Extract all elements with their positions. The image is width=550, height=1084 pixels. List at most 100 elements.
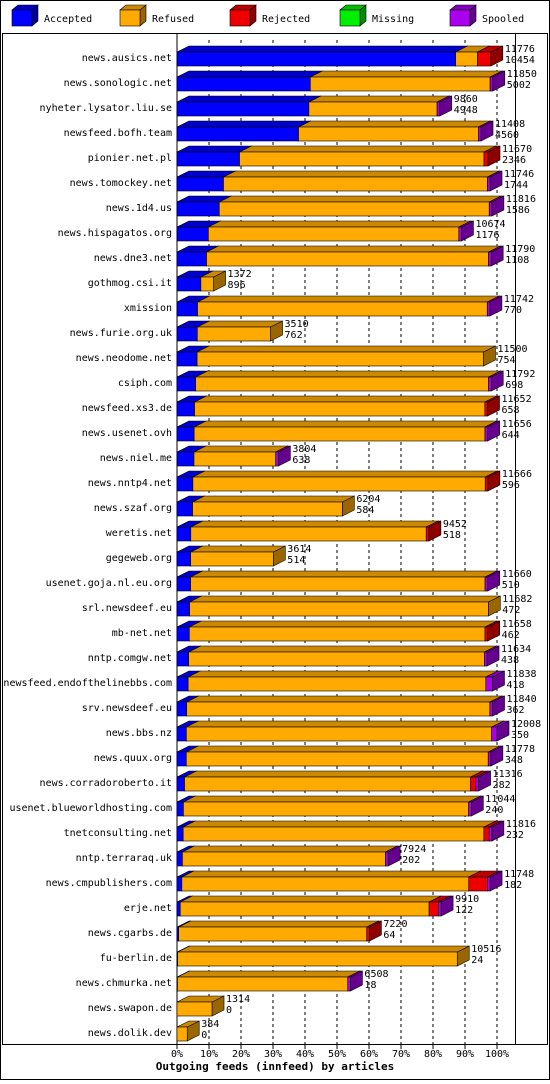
bar-segment [183, 796, 480, 816]
bar [197, 352, 483, 366]
bar-face [178, 946, 470, 952]
bar-segment [191, 571, 497, 591]
accepted-label: 282 [493, 780, 511, 791]
category-label: srl.newsdeef.eu [82, 603, 172, 614]
bar-face [177, 971, 359, 977]
accepted-label: 1108 [505, 255, 529, 266]
bar [367, 927, 370, 941]
bar-face [183, 821, 496, 827]
legend-box [12, 10, 32, 26]
x-tick-label: 40% [296, 1049, 314, 1060]
bar [191, 527, 426, 541]
bar [177, 577, 191, 591]
bar [276, 452, 279, 466]
bar-face [177, 46, 468, 52]
category-label: news.neodome.net [76, 353, 172, 364]
bar-face [198, 296, 500, 302]
accepted-label: 350 [511, 730, 529, 741]
accepted-label: 762 [285, 330, 303, 341]
bar-segment [219, 196, 501, 216]
accepted-label: 658 [502, 405, 520, 416]
bar [177, 702, 187, 716]
bar-face [310, 71, 502, 77]
bar-face [177, 71, 322, 77]
bar [177, 102, 309, 116]
accepted-label: 2346 [502, 155, 526, 166]
category-label: news.tomockey.net [70, 178, 172, 189]
total-label: 11670 [502, 144, 532, 155]
bar [198, 302, 488, 316]
total-label: 3614 [287, 544, 311, 555]
bar [180, 902, 429, 916]
total-label: 11748 [504, 869, 534, 880]
total-label: 11790 [505, 244, 535, 255]
bar [438, 902, 441, 916]
bar [208, 227, 458, 241]
total-label: 11838 [506, 669, 536, 680]
bar [177, 877, 182, 891]
bar-face [197, 321, 282, 327]
bar-segment [194, 446, 288, 466]
bar [478, 127, 481, 141]
bar-segment [187, 696, 502, 716]
bar [485, 427, 488, 441]
category-label: csiph.com [118, 378, 172, 389]
accepted-label: 518 [443, 530, 461, 541]
accepted-label: 754 [497, 355, 515, 366]
accepted-label: 0 [201, 1030, 207, 1041]
bar-face [188, 671, 498, 677]
accepted-label: 182 [504, 880, 522, 891]
bar-face [223, 171, 499, 177]
bar-segment [309, 96, 449, 116]
bar [487, 877, 490, 891]
category-label: newsfeed.xs3.de [82, 403, 172, 414]
total-label: 10516 [471, 944, 501, 955]
legend-label: Rejected [262, 14, 310, 25]
bar-segment [177, 71, 322, 91]
x-tick-label: 10% [200, 1049, 218, 1060]
bar [177, 477, 193, 491]
bar [182, 852, 385, 866]
category-label: news.usenet.ovh [82, 428, 172, 439]
bar [177, 77, 310, 91]
x-tick-label: 100% [485, 1049, 509, 1060]
bar [471, 777, 476, 791]
category-label: news.quux.org [94, 753, 172, 764]
axis-title: Outgoing feeds (innfeed) by articles [156, 1060, 394, 1073]
bar [459, 227, 462, 241]
x-tick-label: 30% [264, 1049, 282, 1060]
bar [177, 152, 240, 166]
bar [489, 252, 492, 266]
category-label: nntp.comgw.net [88, 653, 172, 664]
bar-segment [189, 621, 497, 641]
accepted-label: 698 [505, 380, 523, 391]
total-label: 11658 [502, 619, 532, 630]
accepted-label: 770 [504, 305, 522, 316]
bar-segment [310, 71, 502, 91]
bar-segment [194, 421, 497, 441]
bar-segment [207, 246, 501, 266]
x-tick-label: 70% [392, 1049, 410, 1060]
bar-segment [177, 121, 311, 141]
accepted-label: 348 [505, 755, 523, 766]
bar [177, 1002, 212, 1016]
bar [177, 377, 196, 391]
total-label: 12008 [511, 719, 541, 730]
bar [489, 202, 492, 216]
category-label: news.1d4.us [106, 203, 172, 214]
bar-face [186, 746, 500, 752]
bar-face [196, 371, 501, 377]
bar-segment [182, 846, 397, 866]
accepted-label: 10454 [505, 55, 535, 66]
bar-face [179, 921, 379, 927]
total-label: 11682 [502, 594, 532, 605]
bar [188, 677, 486, 691]
total-label: 3510 [285, 319, 309, 330]
bar [193, 502, 343, 516]
accepted-label: 240 [485, 805, 503, 816]
category-label: mb-net.net [112, 628, 172, 639]
total-label: 7220 [383, 919, 407, 930]
bar [177, 777, 185, 791]
bar-segment [182, 871, 481, 891]
